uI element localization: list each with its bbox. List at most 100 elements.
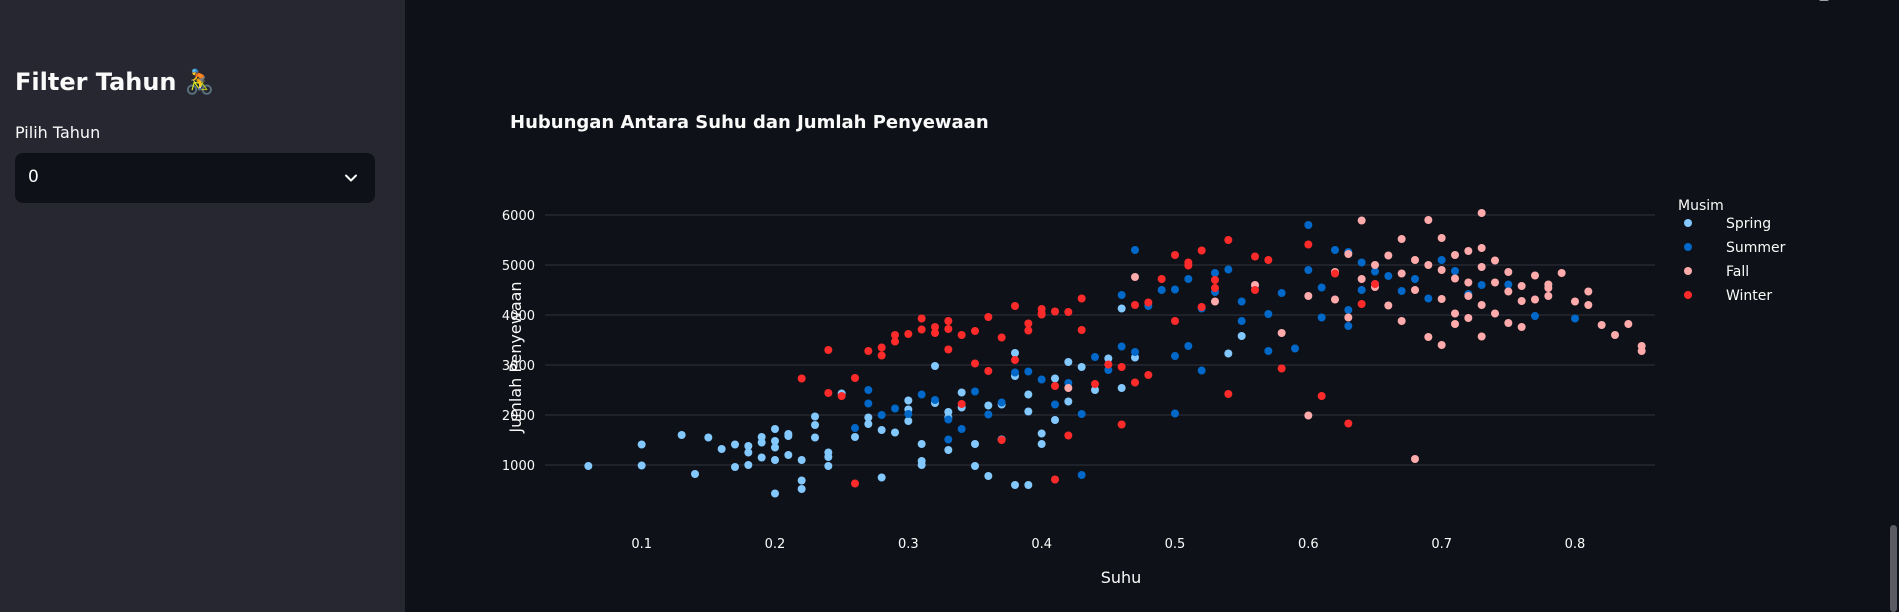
data-point-spring[interactable]: [891, 428, 899, 437]
data-point-fall[interactable]: [1211, 297, 1219, 306]
data-point-winter[interactable]: [917, 314, 926, 323]
data-point-fall[interactable]: [1477, 301, 1486, 309]
data-point-winter[interactable]: [1024, 326, 1033, 335]
data-point-fall[interactable]: [1491, 309, 1499, 318]
data-point-spring[interactable]: [797, 476, 806, 485]
data-point-fall[interactable]: [1597, 321, 1606, 329]
data-point-fall[interactable]: [1584, 287, 1593, 296]
data-point-fall[interactable]: [1437, 295, 1446, 303]
data-point-fall[interactable]: [1477, 263, 1486, 271]
data-point-winter[interactable]: [917, 325, 926, 334]
data-point-spring[interactable]: [824, 462, 833, 470]
data-point-winter[interactable]: [837, 392, 846, 400]
data-point-summer[interactable]: [917, 390, 926, 399]
data-point-spring[interactable]: [744, 448, 753, 457]
data-point-spring[interactable]: [811, 421, 819, 429]
data-point-winter[interactable]: [877, 351, 886, 360]
data-point-spring[interactable]: [931, 362, 939, 370]
data-point-winter[interactable]: [944, 317, 953, 325]
data-point-spring[interactable]: [1091, 386, 1099, 394]
data-point-spring[interactable]: [1131, 353, 1139, 362]
data-point-spring[interactable]: [1024, 481, 1033, 489]
data-point-fall[interactable]: [1064, 384, 1073, 392]
data-point-summer[interactable]: [1371, 267, 1379, 276]
data-point-winter[interactable]: [1171, 317, 1179, 325]
data-point-spring[interactable]: [957, 388, 966, 397]
data-point-fall[interactable]: [1304, 292, 1313, 300]
data-point-winter[interactable]: [891, 331, 899, 339]
data-point-fall[interactable]: [1517, 297, 1526, 305]
data-point-fall[interactable]: [1357, 216, 1366, 225]
data-point-fall[interactable]: [1424, 216, 1433, 224]
data-point-spring[interactable]: [1011, 481, 1019, 489]
data-point-summer[interactable]: [1451, 267, 1459, 275]
data-point-summer[interactable]: [1117, 291, 1126, 299]
data-point-summer[interactable]: [944, 435, 953, 444]
data-point-spring[interactable]: [717, 445, 726, 453]
data-point-summer[interactable]: [1304, 266, 1313, 274]
data-point-summer[interactable]: [1344, 322, 1353, 330]
data-point-summer[interactable]: [1264, 347, 1273, 355]
scatter-chart[interactable]: Hubungan Antara Suhu dan Jumlah Penyewaa…: [405, 0, 1885, 612]
data-point-fall[interactable]: [1304, 411, 1313, 420]
data-point-summer[interactable]: [1011, 368, 1019, 377]
data-point-fall[interactable]: [1464, 292, 1473, 300]
data-point-winter[interactable]: [1197, 246, 1206, 255]
data-point-summer[interactable]: [1344, 306, 1353, 314]
data-point-fall[interactable]: [1451, 309, 1459, 318]
data-point-summer[interactable]: [1157, 286, 1166, 294]
data-point-spring[interactable]: [771, 489, 779, 498]
data-point-fall[interactable]: [1397, 317, 1406, 325]
data-point-summer[interactable]: [1171, 285, 1179, 294]
data-point-summer[interactable]: [931, 396, 939, 404]
data-point-summer[interactable]: [984, 410, 993, 419]
data-point-winter[interactable]: [1197, 303, 1206, 311]
data-point-fall[interactable]: [1411, 455, 1419, 463]
data-point-winter[interactable]: [1211, 284, 1219, 292]
data-point-fall[interactable]: [1637, 347, 1646, 355]
data-point-summer[interactable]: [1331, 246, 1339, 254]
data-point-spring[interactable]: [691, 470, 699, 478]
data-point-winter[interactable]: [1131, 378, 1139, 387]
data-point-winter[interactable]: [1344, 419, 1353, 428]
data-point-spring[interactable]: [944, 408, 953, 416]
data-point-winter[interactable]: [1224, 236, 1233, 244]
data-point-winter[interactable]: [1211, 276, 1219, 284]
data-point-fall[interactable]: [1384, 301, 1393, 310]
data-point-summer[interactable]: [1357, 258, 1366, 267]
data-point-summer[interactable]: [1437, 256, 1446, 264]
data-point-summer[interactable]: [1291, 344, 1299, 353]
data-point-spring[interactable]: [797, 485, 806, 493]
data-point-winter[interactable]: [1251, 252, 1259, 261]
legend-marker[interactable]: [1684, 219, 1692, 227]
data-point-summer[interactable]: [1224, 265, 1233, 274]
data-point-winter[interactable]: [1357, 300, 1366, 308]
data-point-fall[interactable]: [1464, 314, 1473, 322]
data-point-spring[interactable]: [877, 473, 886, 482]
data-point-winter[interactable]: [997, 333, 1006, 342]
data-point-fall[interactable]: [1424, 333, 1433, 341]
data-point-spring[interactable]: [877, 426, 886, 434]
data-point-fall[interactable]: [1517, 282, 1526, 290]
data-point-summer[interactable]: [1171, 352, 1179, 360]
legend-marker[interactable]: [1684, 243, 1692, 251]
data-point-summer[interactable]: [1104, 366, 1113, 374]
data-point-winter[interactable]: [1037, 310, 1046, 319]
data-point-summer[interactable]: [1051, 400, 1059, 409]
data-point-fall[interactable]: [1331, 295, 1339, 304]
data-point-summer[interactable]: [1384, 272, 1393, 280]
data-point-winter[interactable]: [984, 313, 993, 321]
data-point-spring[interactable]: [744, 461, 753, 469]
data-point-winter[interactable]: [944, 325, 953, 333]
data-point-winter[interactable]: [1331, 269, 1339, 278]
data-point-fall[interactable]: [1411, 256, 1419, 264]
data-point-fall[interactable]: [1344, 313, 1353, 322]
data-point-winter[interactable]: [957, 400, 966, 408]
data-point-spring[interactable]: [1237, 332, 1246, 340]
data-point-winter[interactable]: [931, 329, 939, 337]
data-point-fall[interactable]: [1437, 341, 1446, 349]
data-point-spring[interactable]: [1011, 349, 1019, 357]
data-point-winter[interactable]: [1011, 302, 1019, 310]
data-point-summer[interactable]: [1184, 275, 1193, 283]
data-point-winter[interactable]: [891, 337, 899, 346]
